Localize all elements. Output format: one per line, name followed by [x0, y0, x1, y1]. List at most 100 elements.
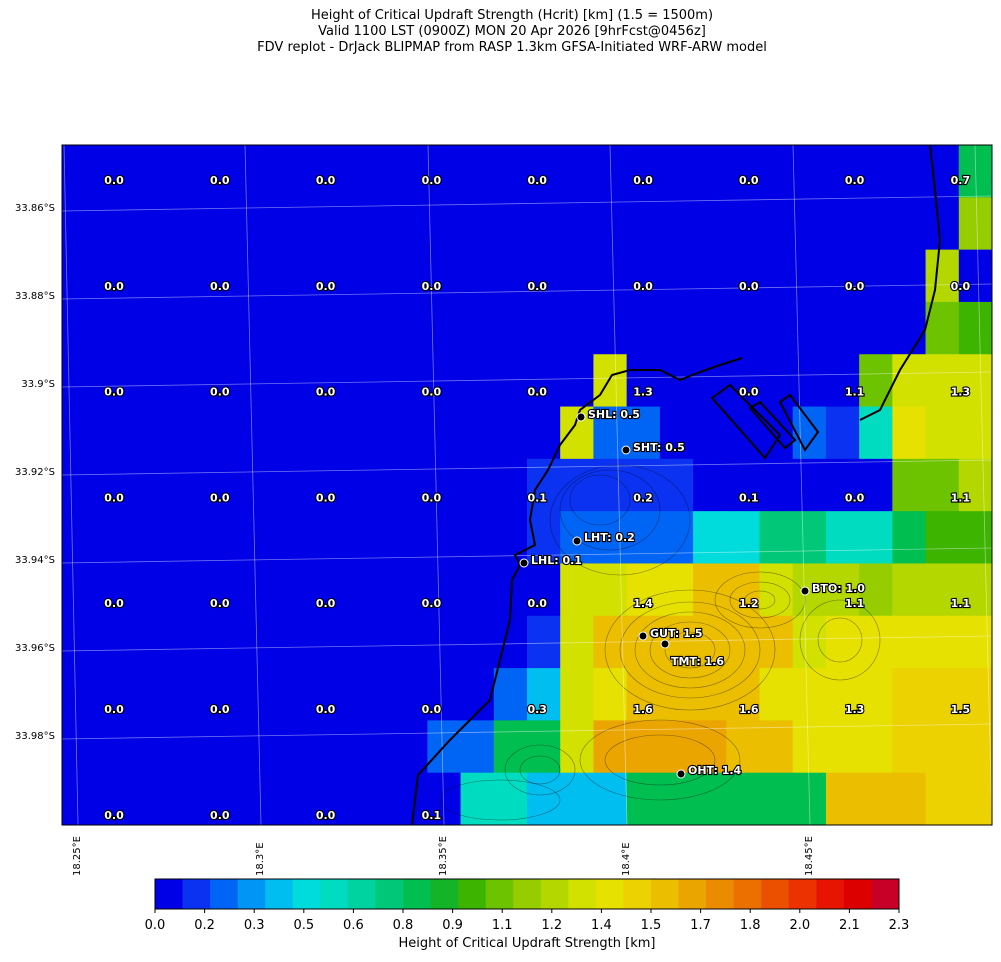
- grid-cell: [327, 458, 362, 512]
- colorbar-segment: [237, 879, 266, 909]
- grid-cell: [892, 301, 927, 355]
- grid-cell: [95, 668, 130, 721]
- grid-cell: [859, 772, 893, 825]
- grid-cell: [527, 406, 561, 460]
- grid-cell: [62, 615, 96, 669]
- grid-cell: [161, 720, 196, 774]
- grid-value-label: 0.7: [951, 174, 971, 187]
- grid-value-label: 0.0: [527, 174, 547, 187]
- site-marker: [576, 412, 586, 422]
- grid-cell: [128, 772, 163, 825]
- colorbar-segment: [623, 879, 652, 909]
- grid-cell: [659, 720, 694, 774]
- title-line-3: FDV replot - DrJack BLIPMAP from RASP 1.…: [257, 40, 767, 55]
- grid-cell: [128, 354, 163, 408]
- grid-cell: [261, 197, 296, 251]
- site-label: GUT: 1.5: [650, 627, 703, 640]
- grid-cell: [693, 354, 727, 408]
- grid-cell: [394, 406, 428, 460]
- colorbar-tick-label: 1.5: [641, 918, 662, 933]
- grid-cell: [892, 720, 927, 774]
- grid-cell: [759, 458, 794, 512]
- grid-cell: [261, 145, 296, 198]
- colorbar-tick-label: 0.3: [244, 918, 265, 933]
- grid-cell: [958, 563, 992, 617]
- grid-cell: [261, 511, 296, 565]
- grid-cell: [360, 406, 395, 460]
- grid-cell: [892, 511, 927, 565]
- grid-cell: [825, 354, 860, 408]
- grid-value-label: 0.0: [316, 386, 336, 399]
- grid-cell: [626, 563, 661, 617]
- grid-value-label: 0.0: [739, 386, 759, 399]
- grid-cell: [892, 145, 927, 198]
- grid-cell: [294, 197, 329, 251]
- grid-cell: [659, 145, 694, 198]
- grid-cell: [759, 249, 794, 303]
- colorbar-tick-label: 2.1: [839, 918, 860, 933]
- graticule-lines: [62, 145, 992, 825]
- grid-cell: [825, 406, 860, 460]
- grid-cell: [659, 563, 694, 617]
- terrain-contours: [439, 464, 881, 821]
- grid-cell: [792, 301, 827, 355]
- grid-cell: [560, 249, 595, 303]
- colorbar-segment: [347, 879, 376, 909]
- grid-cell: [228, 720, 262, 774]
- grid-value-label: 0.1: [527, 491, 547, 504]
- grid-cell: [128, 720, 163, 774]
- colorbar-tick-label: 0.2: [194, 918, 215, 933]
- grid-cell: [360, 354, 395, 408]
- grid-cell: [427, 668, 462, 721]
- colorbar-label: Height of Critical Updraft Strength [km]: [398, 936, 656, 951]
- grid-cell: [394, 615, 428, 669]
- grid-cell: [925, 563, 960, 617]
- grid-cell: [62, 197, 96, 251]
- grid-cell: [228, 615, 262, 669]
- site-label: LHT: 0.2: [584, 531, 635, 544]
- grid-cell: [360, 145, 395, 198]
- grid-value-label: 0.0: [210, 174, 230, 187]
- grid-cell: [693, 772, 727, 825]
- grid-cell: [693, 249, 727, 303]
- grid-cell: [560, 772, 595, 825]
- grid-cell: [394, 563, 428, 617]
- grid-cell: [228, 458, 262, 512]
- grid-cell: [327, 772, 362, 825]
- grid-cell: [693, 668, 727, 721]
- colorbar-ticks: 0.0 0.2 0.3 0.5 0.6 0.8 0.9 1.1 1.2 1.4 1.5 1.7 1.8 2…: [145, 909, 909, 933]
- map-frame: [61, 144, 993, 826]
- grid-cell: [493, 406, 528, 460]
- grid-cell: [659, 772, 694, 825]
- grid-cell: [925, 458, 960, 512]
- grid-value-label: 0.0: [422, 703, 442, 716]
- grid-cell: [261, 406, 296, 460]
- grid-cell: [360, 668, 395, 721]
- grid-cell: [261, 772, 296, 825]
- grid-cell: [427, 249, 462, 303]
- grid-cell: [327, 615, 362, 669]
- grid-cell: [726, 458, 761, 512]
- grid-cell: [128, 145, 163, 198]
- grid-cell: [194, 406, 229, 460]
- grid-cell: [593, 249, 628, 303]
- grid-value-label: 0.0: [210, 280, 230, 293]
- grid-cell: [228, 511, 262, 565]
- grid-cell: [327, 563, 362, 617]
- grid-cell: [593, 145, 628, 198]
- grid-cell: [294, 145, 329, 198]
- grid-cell: [161, 197, 196, 251]
- lat-tick-label: 33.94°S: [15, 555, 55, 566]
- grid-cell: [294, 772, 329, 825]
- grid-cell: [493, 249, 528, 303]
- grid-value-label: 0.0: [739, 174, 759, 187]
- grid-cell: [194, 145, 229, 198]
- grid-cell: [128, 458, 163, 512]
- grid-cell: [693, 615, 727, 669]
- grid-cell: [95, 458, 130, 512]
- grid-cell: [194, 772, 229, 825]
- grid-cell: [825, 458, 860, 512]
- grid-cell: [194, 668, 229, 721]
- grid-cell: [726, 772, 761, 825]
- grid-cell: [294, 354, 329, 408]
